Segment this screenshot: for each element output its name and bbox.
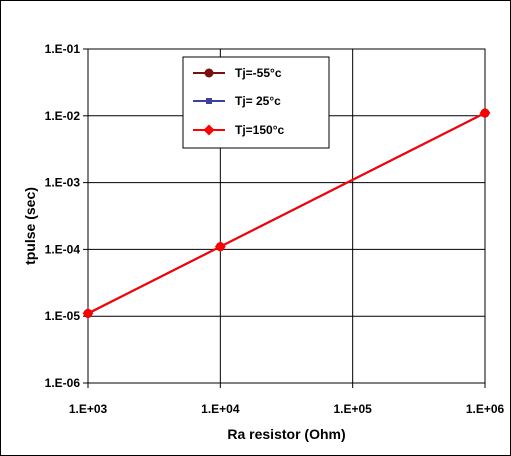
legend-label: Tj= 25°c — [235, 94, 281, 108]
data-point — [214, 241, 226, 253]
y-tick-label: 1.E-01 — [45, 42, 81, 56]
legend-marker — [203, 124, 215, 136]
data-point — [82, 307, 94, 319]
legend: Tj=-55°c Tj= 25°c Tj=150°c — [182, 56, 330, 149]
legend-items: Tj=-55°c Tj= 25°c Tj=150°c — [193, 66, 284, 137]
legend-item: Tj=-55°c — [193, 66, 282, 80]
legend-item: Tj=150°c — [193, 123, 284, 137]
y-tick-label: 1.E-05 — [45, 309, 81, 323]
legend-marker — [206, 98, 212, 104]
series-group — [82, 107, 491, 319]
x-tick-label: 1.E+03 — [69, 402, 108, 416]
legend-label: Tj=-55°c — [235, 66, 282, 80]
legend-label: Tj=150°c — [235, 123, 284, 137]
y-tick-label: 1.E-02 — [45, 109, 81, 123]
tick-labels: 1.E-06 1.E-05 1.E-04 1.E-03 1.E-02 1.E-01 1.E+… — [45, 42, 505, 416]
y-tick-label: 1.E-04 — [45, 242, 81, 256]
y-axis-title: tpulse (sec) — [22, 187, 38, 265]
x-tick-label: 1.E+05 — [333, 402, 372, 416]
data-point — [479, 107, 491, 119]
legend-marker — [204, 68, 214, 78]
x-tick-label: 1.E+06 — [466, 402, 505, 416]
y-tick-label: 1.E-06 — [45, 376, 81, 390]
plot-area-border — [87, 48, 486, 384]
y-tick-label: 1.E-03 — [45, 176, 81, 190]
x-tick-label: 1.E+04 — [201, 402, 240, 416]
x-axis-title: Ra resistor (Ohm) — [227, 426, 345, 442]
legend-item: Tj= 25°c — [193, 94, 281, 108]
axes — [83, 48, 486, 388]
series-3 — [82, 107, 491, 319]
